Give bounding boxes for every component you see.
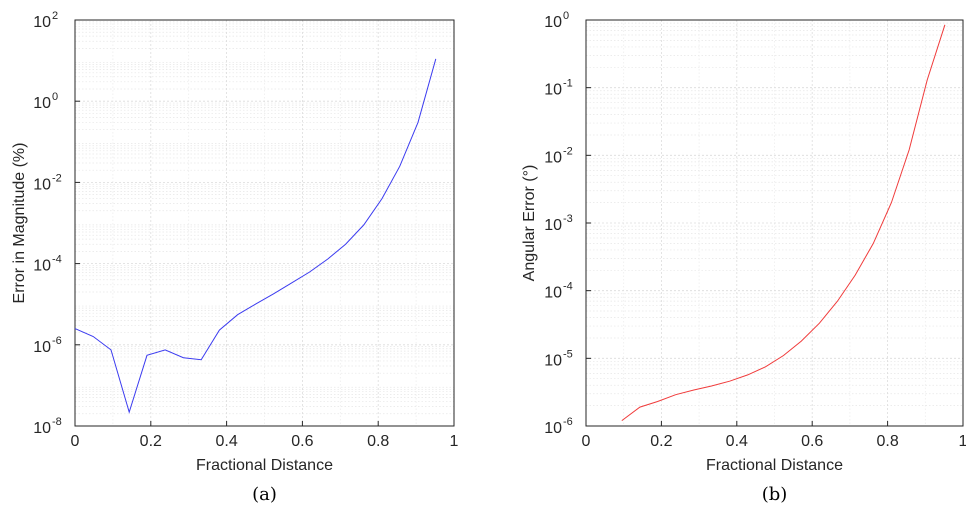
y-tick-label: 10 xyxy=(544,217,562,234)
x-tick-label: 0 xyxy=(582,433,591,450)
panel-b: 0 0.2 0.4 0.6 0.8 110-610-510-410-310-210-110… xyxy=(521,10,966,505)
x-tick-label: 0 xyxy=(71,433,80,450)
x-tick-label: 1 xyxy=(450,433,459,450)
x-tick-label: 0.6 xyxy=(291,433,313,450)
y-tick-exponent: -8 xyxy=(52,416,62,428)
x-tick-label: 0.8 xyxy=(876,433,898,450)
y-tick-label: 10 xyxy=(544,82,562,99)
y-tick-exponent: -1 xyxy=(563,78,573,90)
x-tick-label: 0.2 xyxy=(650,433,672,450)
panel-caption: (b) xyxy=(762,484,788,505)
x-axis-label: Fractional Distance xyxy=(706,457,843,474)
y-tick-label: 10 xyxy=(33,95,51,112)
panel-caption: (a) xyxy=(252,484,277,505)
y-tick-exponent: -3 xyxy=(563,213,573,225)
series-line xyxy=(621,24,946,422)
x-tick-label: 0.2 xyxy=(140,433,162,450)
series-line xyxy=(74,58,437,414)
y-tick-label: 10 xyxy=(33,176,51,193)
y-tick-exponent: -5 xyxy=(563,348,573,360)
y-tick-label: 10 xyxy=(33,14,51,31)
y-tick-label: 10 xyxy=(544,14,562,31)
y-tick-label: 10 xyxy=(544,149,562,166)
axes-frame xyxy=(585,19,964,427)
y-axis-label: Angular Error (°) xyxy=(521,165,538,282)
x-tick-label: 0.8 xyxy=(367,433,389,450)
y-tick-exponent: 0 xyxy=(52,91,58,103)
x-axis-label: Fractional Distance xyxy=(196,457,333,474)
y-tick-label: 10 xyxy=(33,258,51,275)
x-tick-label: 0.4 xyxy=(215,433,237,450)
y-tick-exponent: -6 xyxy=(52,335,62,347)
y-tick-exponent: -2 xyxy=(52,172,62,184)
y-tick-exponent: 0 xyxy=(563,10,569,22)
y-tick-label: 10 xyxy=(544,420,562,437)
x-tick-label: 1 xyxy=(959,433,966,450)
y-tick-label: 10 xyxy=(544,285,562,302)
y-tick-label: 10 xyxy=(544,352,562,369)
axes-frame xyxy=(74,19,455,427)
y-tick-exponent: -4 xyxy=(563,281,573,293)
x-tick-label: 0.4 xyxy=(726,433,748,450)
y-tick-exponent: -4 xyxy=(52,254,62,266)
y-tick-exponent: -6 xyxy=(563,416,573,428)
y-tick-label: 10 xyxy=(33,339,51,356)
y-tick-exponent: -2 xyxy=(563,145,573,157)
y-axis-label: Error in Magnitude (%) xyxy=(11,143,28,304)
y-tick-exponent: 2 xyxy=(52,10,58,22)
y-tick-label: 10 xyxy=(33,420,51,437)
x-tick-label: 0.6 xyxy=(801,433,823,450)
